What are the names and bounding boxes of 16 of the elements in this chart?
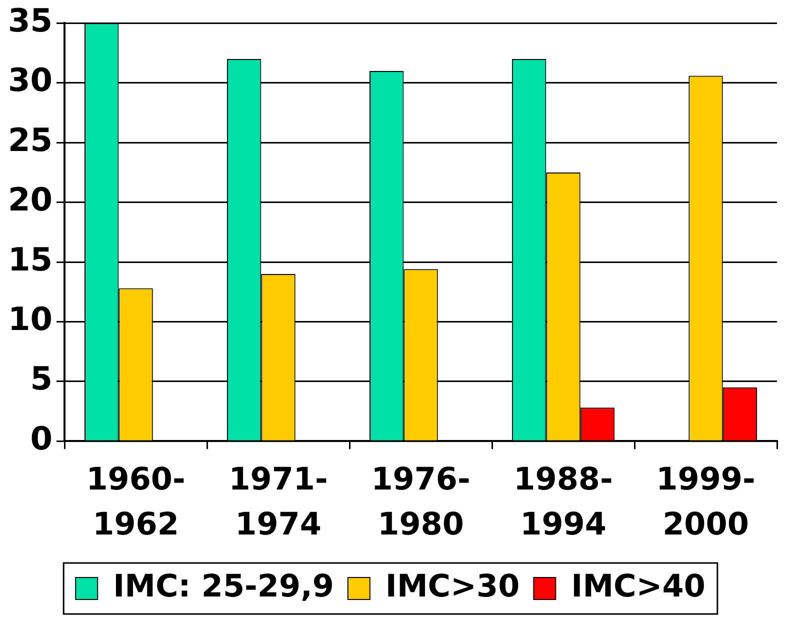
y-tick-label: 15 (8, 240, 53, 278)
y-tick-label: 35 (8, 2, 53, 40)
y-tick-label: 20 (8, 180, 53, 219)
x-tick-label: 1976-1980 (371, 462, 470, 543)
y-tick-label: 10 (8, 300, 53, 338)
x-tick-label: 1988-1994 (514, 462, 613, 543)
x-tick-label: 1999-2000 (656, 462, 756, 543)
x-tick-label: 1960-1962 (86, 462, 186, 543)
y-tick-label: 25 (8, 120, 53, 159)
legend-label: IMC: 25-29,9 (113, 568, 334, 605)
x-tick-label: 1971-1974 (228, 462, 328, 543)
y-tick-label: 0 (30, 419, 53, 458)
legend-label: IMC>30 (385, 568, 520, 605)
legend-label: IMC>40 (571, 568, 706, 605)
y-tick-label: 30 (8, 61, 53, 100)
y-tick-label: 5 (30, 360, 53, 398)
